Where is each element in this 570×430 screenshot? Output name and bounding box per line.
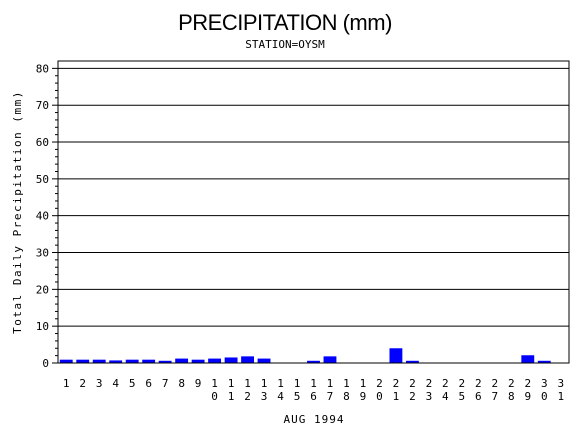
x-tick-label: 7 [162,377,169,390]
y-tick-label: 20 [36,283,49,296]
y-tick-label: 10 [36,320,49,333]
bar [208,358,222,363]
bar [323,356,337,363]
x-tick-label: 2 [79,377,86,390]
y-tick-label: 80 [36,62,49,75]
bar [92,359,106,363]
bar [389,348,403,363]
y-tick-label: 30 [36,247,49,260]
bar [537,360,551,363]
bar [59,359,73,363]
y-tick-label: 50 [36,173,49,186]
x-tick-label: 6 [145,377,152,390]
bars [59,348,551,363]
x-tick-label: 4 [112,377,119,390]
x-axis-ticks: 1 2 3 4 5 6 7 8 9 1 01 11 21 31 41 51 61 71 81 92 02 12 22 32 42… [63,377,564,403]
y-tick-label: 0 [42,357,49,370]
chart-subtitle: STATION=OYSM [245,38,325,51]
x-tick-label: 1 [63,377,70,390]
bar [307,360,320,363]
y-tick-label: 70 [36,99,49,112]
bar [142,359,156,363]
gridlines [58,67,569,327]
y-axis-ticks: 0 10 20 30 40 50 60 70 80 [36,62,58,370]
bar [175,358,189,363]
bar [125,359,139,363]
y-tick-label: 60 [36,136,49,149]
y-axis-label: Total Daily Precipitation (mm) [11,90,24,334]
chart-title: PRECIPITATION (mm) [178,10,392,35]
x-tick-label: 3 [96,377,103,390]
x-tick-label: 5 [129,377,136,390]
bar [191,359,205,363]
bar [241,356,254,363]
bar [158,360,172,363]
bar [76,359,90,363]
x-tick-label: 8 [178,377,185,390]
bar [257,358,271,363]
bar [405,360,419,363]
bar [521,355,535,363]
bar [224,357,238,363]
x-axis-label: AUG 1994 [284,413,345,426]
x-tick-label: 9 [195,377,202,390]
bar [109,360,123,363]
plot-frame [57,60,570,364]
y-tick-label: 40 [36,210,49,223]
